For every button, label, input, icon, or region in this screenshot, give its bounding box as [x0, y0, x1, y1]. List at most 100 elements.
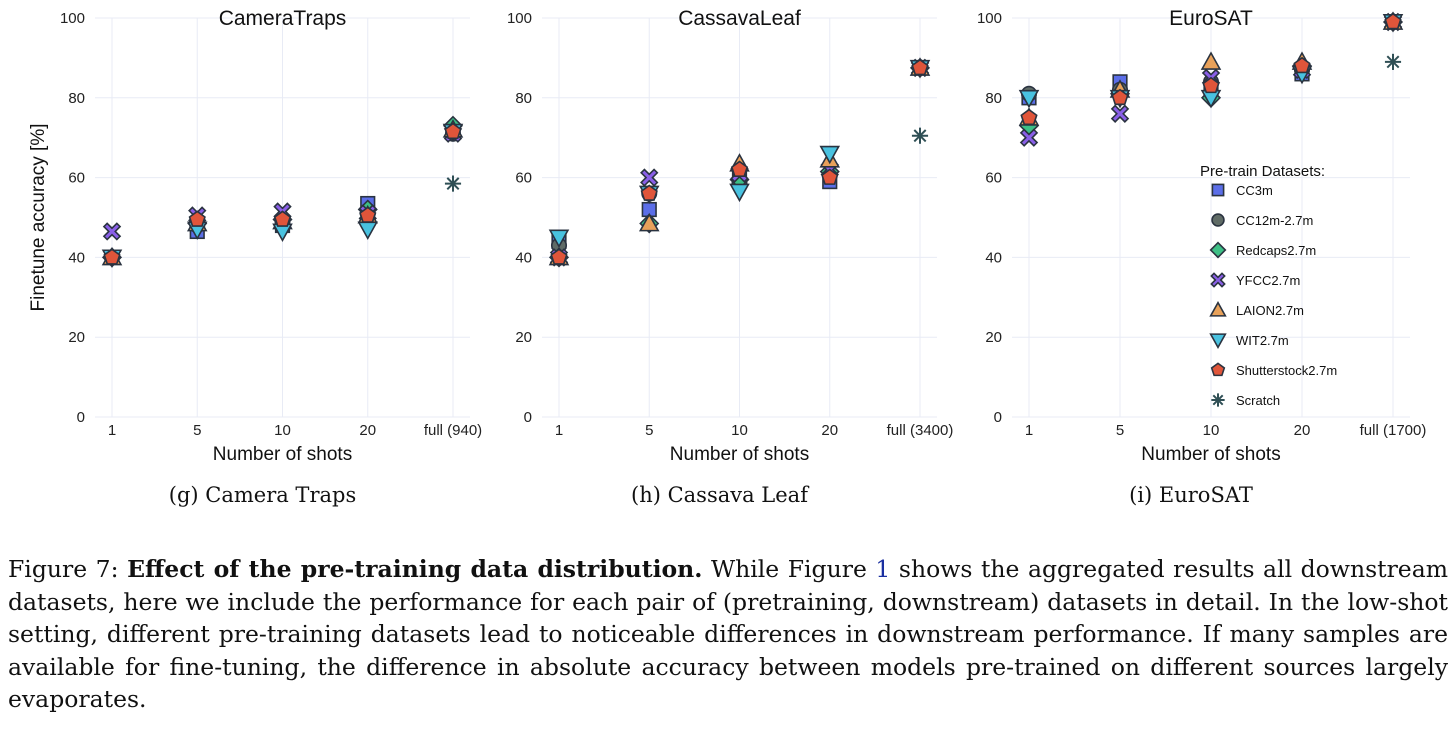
- chart-panel-0: 0 20 40 60 80 100 1 5 10 20 full (940) CameraTraps N…: [28, 7, 482, 507]
- x-tick-label: 20: [1294, 422, 1311, 439]
- x-tick-label: 20: [359, 422, 376, 439]
- data-point: [1200, 51, 1222, 70]
- triangle-up-icon: [1209, 301, 1227, 317]
- caption-prefix: Figure 7:: [8, 555, 128, 583]
- data-point: [821, 168, 839, 185]
- data-point: [1384, 12, 1402, 30]
- x-tick-label: 1: [555, 422, 563, 439]
- x-tick-label: 5: [645, 422, 653, 439]
- data-point: [640, 168, 659, 187]
- x-tick-label: full (1700): [1360, 422, 1427, 439]
- y-tick-label: 100: [60, 10, 85, 27]
- y-tick-label: 0: [994, 409, 1002, 426]
- chart-panel-2: 0 20 40 60 80 100 1 5 10 20 full (1700) EuroSAT Numb…: [977, 7, 1426, 507]
- data-point: [1293, 56, 1311, 74]
- subcaption: (g) Camera Traps: [169, 483, 356, 507]
- chart-title: CameraTraps: [219, 7, 347, 30]
- circle-icon: [1211, 213, 1225, 227]
- y-tick-label: 20: [985, 329, 1002, 346]
- data-point: [359, 206, 377, 223]
- y-tick-label: 20: [515, 329, 532, 346]
- y-tick-label: 60: [68, 170, 85, 187]
- y-tick-label: 100: [977, 10, 1002, 27]
- legend: Pre-train Datasets: CC3m CC12m-2.7m Redcaps…: [1200, 163, 1337, 408]
- x-tick-label: 1: [108, 422, 116, 439]
- y-tick-label: 40: [985, 249, 1002, 266]
- legend-entry-label: Shutterstock2.7m: [1236, 363, 1337, 378]
- data-point: [1018, 89, 1040, 109]
- caption-bold: Effect of the pre-training data distribu…: [127, 555, 703, 583]
- x-axis-label: Number of shots: [213, 444, 352, 465]
- data-point: [188, 210, 206, 227]
- y-tick-label: 80: [515, 90, 532, 107]
- x-tick-label: 10: [731, 422, 748, 439]
- data-point: [103, 248, 121, 265]
- data-point: [273, 210, 292, 227]
- chart-title: EuroSAT: [1169, 7, 1253, 30]
- x-tick-label: 5: [193, 422, 201, 439]
- data-point: [550, 248, 568, 265]
- legend-entry-label: WIT2.7m: [1236, 333, 1289, 348]
- data-point: [1202, 76, 1220, 94]
- data-point: [1110, 104, 1130, 123]
- data-point: [444, 175, 462, 192]
- legend-entry-label: Scratch: [1236, 393, 1280, 408]
- subcaption: (i) EuroSAT: [1129, 483, 1253, 507]
- data-point: [911, 58, 929, 76]
- legend-entry-label: CC12m-2.7m: [1236, 213, 1313, 228]
- x-axis-label: Number of shots: [670, 444, 809, 465]
- data-point: [1020, 108, 1038, 126]
- legend-entry-label: LAION2.7m: [1236, 303, 1304, 318]
- asterisk-stroke: [1386, 55, 1400, 69]
- data-point: [819, 145, 841, 165]
- y-tick-label: 40: [515, 249, 532, 266]
- square-icon: [1211, 183, 1225, 197]
- asterisk-icon: [1211, 393, 1225, 407]
- data-point: [640, 184, 658, 201]
- pentagon-icon: [1210, 362, 1226, 377]
- data-point: [1384, 53, 1402, 70]
- y-tick-label: 0: [524, 409, 532, 426]
- diamond-icon: [1209, 241, 1227, 259]
- asterisk-stroke: [446, 177, 460, 191]
- caption-part1: While Figure: [702, 555, 876, 583]
- triangle-down-icon: [1209, 333, 1227, 349]
- data-point: [548, 229, 570, 249]
- subcaption: (h) Cassava Leaf: [631, 483, 810, 507]
- y-tick-label: 0: [77, 409, 85, 426]
- data-point: [102, 222, 122, 241]
- data-point: [1019, 128, 1039, 147]
- data-point: [444, 122, 462, 140]
- data-point: [911, 127, 929, 144]
- y-tick-label: 100: [507, 10, 532, 27]
- y-tick-label: 80: [68, 90, 85, 107]
- x-tick-label: 10: [1203, 422, 1220, 439]
- x-axis-label: Number of shots: [1141, 444, 1280, 465]
- x-tick-label: full (940): [424, 422, 482, 439]
- legend-entry-label: YFCC2.7m: [1236, 273, 1300, 288]
- data-point: [729, 183, 750, 203]
- legend-title: Pre-train Datasets:: [1200, 163, 1325, 180]
- y-axis-label: Finetune accuracy [%]: [28, 124, 49, 312]
- y-tick-label: 80: [985, 90, 1002, 107]
- data-point: [638, 212, 660, 232]
- legend-entry-label: Redcaps2.7m: [1236, 243, 1316, 258]
- x-tick-label: 5: [1116, 422, 1124, 439]
- x-icon: [1210, 272, 1226, 288]
- figure-ref-link[interactable]: 1: [875, 555, 891, 583]
- x-tick-label: 10: [274, 422, 291, 439]
- y-tick-label: 20: [68, 329, 85, 346]
- asterisk-stroke: [913, 129, 927, 143]
- y-tick-label: 60: [985, 170, 1002, 187]
- legend-entry-label: CC3m: [1236, 183, 1273, 198]
- data-point: [1111, 88, 1129, 106]
- y-tick-label: 40: [68, 249, 85, 266]
- asterisk-stroke: [1212, 394, 1224, 406]
- x-tick-label: 20: [821, 422, 838, 439]
- figure-caption: Figure 7: Effect of the pre-training dat…: [8, 553, 1448, 716]
- x-tick-label: full (3400): [887, 422, 954, 439]
- chart-panel-1: 0 20 40 60 80 100 1 5 10 20 full (3400) CassavaLeaf…: [507, 7, 953, 507]
- chart-title: CassavaLeaf: [678, 7, 801, 30]
- caption-part2: shows the aggregated results all downstr…: [8, 555, 1449, 713]
